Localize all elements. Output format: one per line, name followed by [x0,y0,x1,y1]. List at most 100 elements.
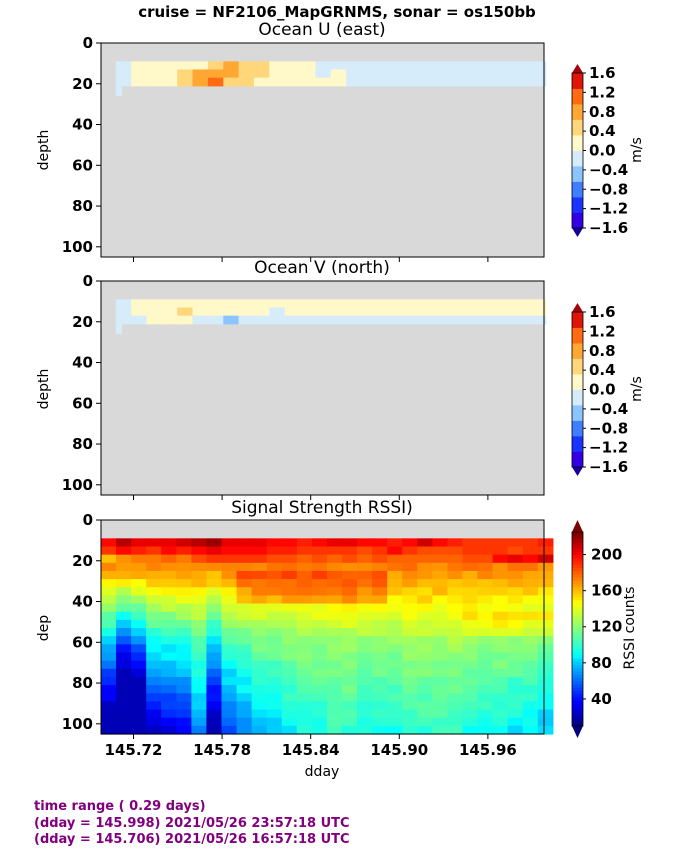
velocity-cell [300,307,317,317]
rssi-cell [537,579,554,588]
rssi-cell [161,587,177,597]
rssi-cell [221,709,238,719]
rssi-cell [176,676,192,686]
colorbar-segment [572,73,583,89]
rssi-cell [251,636,268,645]
rssi-cell [221,636,238,645]
colorbar-segment [572,574,583,578]
rssi-cell [176,685,192,694]
rssi-cell [131,676,147,686]
rssi-cell [251,562,268,572]
rssi-cell [236,676,253,686]
rssi-cell [537,693,554,702]
rssi-cell [236,693,253,702]
rssi-cell [492,554,509,564]
velocity-cell [330,315,347,325]
y-tick-label: 40 [72,593,93,611]
velocity-cell [284,69,301,79]
rssi-cell [402,554,418,564]
rssi-cell [477,611,494,621]
rssi-cell [236,725,253,735]
velocity-cell [146,69,163,79]
velocity-cell [223,315,240,325]
colorbar-segment [572,683,583,688]
colorbar-segment [572,436,583,452]
colorbar-segment [572,564,583,569]
y-tick-label: 100 [62,715,93,733]
rssi-cell [447,725,464,735]
rssi-cell [281,546,298,556]
rssi-cell [161,717,177,727]
rssi-cell [341,628,358,637]
rssi-cell [341,693,358,702]
velocity-cell [361,61,378,71]
rssi-cell [432,595,449,605]
velocity-cell [330,299,347,309]
velocity-cell [207,299,224,309]
colorbar-tick-label: 1.6 [589,303,616,321]
rssi-cell [131,685,147,694]
rssi-cell [522,562,539,572]
rssi-cell [311,709,328,719]
rssi-cell [311,579,328,588]
rssi-cell [296,685,313,694]
rssi-cell [251,587,268,597]
colorbar-segment [572,577,583,581]
rssi-cell [522,636,539,645]
y-tick-label: 80 [72,435,93,453]
rssi-cell [432,676,449,686]
velocity-cell [346,299,363,309]
rssi-cell [522,595,539,605]
rssi-cell [522,709,539,719]
rssi-cell [372,579,388,588]
rssi-cell [341,668,358,678]
rssi-cell [191,693,208,702]
rssi-cell [131,709,147,719]
rssi-cell [236,685,253,694]
panel-v-frame [100,280,545,496]
rssi-cell [206,676,223,686]
rssi-cell [176,701,192,711]
rssi-cell [357,570,373,580]
panel-rssi: Signal Strength RSSI) 0 20 40 60 80 100 145.7… [36,498,638,780]
rssi-cell [296,676,313,686]
colorbar-segment [572,603,583,607]
rssi-cell [161,554,177,564]
velocity-cell [438,299,455,309]
rssi-cell [507,554,524,564]
rssi-cell [326,595,343,605]
rssi-cell [326,701,343,711]
rssi-cell [131,595,147,605]
rssi-cell [281,717,298,727]
rssi-cell [477,595,494,605]
rssi-cell [447,554,464,564]
rssi-cell [296,701,313,711]
colorbar-segment [572,671,583,675]
rssi-cell [326,725,343,735]
velocity-cell [161,69,178,79]
velocity-cell [515,307,532,317]
rssi-cell [251,579,268,588]
rssi-cell [101,538,117,548]
colorbar-tick-label: 0.8 [589,103,616,121]
rssi-cell [341,676,358,686]
rssi-cell [462,644,479,654]
rssi-cell [281,619,298,629]
velocity-cell [530,69,547,79]
rssi-cell [357,685,373,694]
rssi-cell [372,570,388,580]
velocity-cell [300,77,317,87]
rssi-cell [417,636,433,645]
rssi-cell [507,579,524,588]
rssi-cell [176,595,192,605]
colorbar-segment [572,586,583,591]
velocity-cell [238,307,255,317]
rssi-cell [131,579,147,588]
rssi-cell [357,538,373,548]
rssi-cell [507,570,524,580]
y-tick-label: 40 [72,116,93,134]
rssi-cell [492,628,509,637]
velocity-cell [192,77,209,87]
rssi-cell [281,676,298,686]
velocity-cell [515,61,532,71]
